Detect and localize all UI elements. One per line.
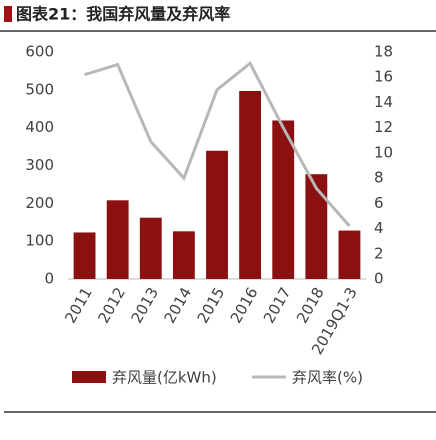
- x-tick-label: 2012: [94, 284, 129, 326]
- bar: [172, 231, 195, 279]
- y-tick-label: 600: [25, 43, 54, 61]
- x-tick-label: 2017: [260, 284, 295, 326]
- bar: [139, 217, 162, 279]
- x-tick-label: 2013: [127, 284, 162, 326]
- bar: [206, 150, 228, 279]
- y-tick-label: 200: [25, 194, 54, 212]
- bar: [305, 174, 328, 279]
- bar: [272, 120, 295, 279]
- x-tick-label: 2016: [227, 284, 262, 326]
- title-marker: [4, 6, 12, 22]
- x-tick-label: 2018: [293, 284, 328, 326]
- bar: [73, 232, 96, 279]
- y2-tick-label: 4: [374, 219, 384, 237]
- y-tick-label: 100: [25, 232, 54, 250]
- y2-tick-label: 12: [374, 118, 393, 136]
- y-tick-label: 400: [25, 118, 54, 136]
- legend-swatch: [72, 371, 106, 383]
- y2-tick-label: 2: [374, 244, 384, 262]
- legend-label: 弃风量(亿kWh): [112, 369, 217, 387]
- y-tick-label: 300: [25, 156, 54, 174]
- y2-tick-label: 16: [374, 68, 393, 86]
- y2-tick-label: 8: [374, 169, 384, 187]
- y-tick-label: 500: [25, 80, 54, 98]
- x-tick-label: 2014: [161, 284, 196, 326]
- legend-label: 弃风率(%): [292, 369, 363, 387]
- bar: [239, 90, 262, 280]
- x-tick-label: 2015: [194, 284, 229, 326]
- y2-tick-label: 14: [374, 93, 393, 111]
- y2-tick-label: 6: [374, 194, 384, 212]
- bar: [338, 230, 361, 279]
- bar: [106, 200, 129, 279]
- y2-tick-label: 18: [374, 43, 393, 61]
- y-tick-label: 0: [44, 270, 54, 288]
- chart-title: 图表21：我国弃风量及弃风率: [16, 5, 230, 24]
- line: [84, 61, 351, 228]
- x-tick-label: 2011: [61, 284, 96, 326]
- y2-tick-label: 10: [374, 143, 393, 161]
- y2-tick-label: 0: [374, 270, 384, 288]
